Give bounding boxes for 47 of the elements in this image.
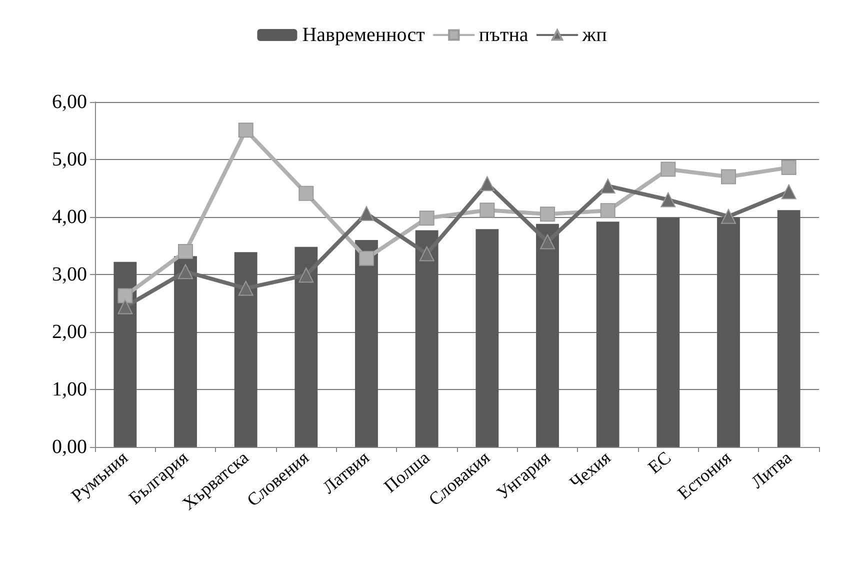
legend-label: жп bbox=[581, 24, 608, 46]
bar bbox=[114, 262, 137, 447]
y-tick-label: 0,00 bbox=[52, 436, 87, 458]
legend-label: пътна bbox=[478, 24, 528, 46]
point bbox=[540, 234, 555, 250]
y-tick-label: 3,00 bbox=[52, 264, 87, 286]
point bbox=[600, 178, 616, 194]
point bbox=[721, 208, 736, 224]
bar bbox=[596, 222, 620, 447]
point bbox=[600, 203, 616, 218]
bar bbox=[294, 246, 318, 447]
point bbox=[118, 288, 133, 304]
bar bbox=[234, 252, 258, 447]
bar bbox=[174, 256, 197, 447]
point bbox=[540, 206, 555, 222]
point bbox=[359, 206, 374, 222]
bar bbox=[476, 229, 499, 447]
point bbox=[238, 122, 254, 138]
point bbox=[480, 202, 495, 218]
bar bbox=[717, 217, 740, 447]
point bbox=[781, 160, 796, 176]
y-tick-label: 6,00 bbox=[52, 91, 87, 113]
point bbox=[178, 244, 193, 259]
y-tick-label: 2,00 bbox=[52, 321, 87, 343]
point bbox=[298, 186, 314, 201]
point bbox=[480, 176, 495, 192]
point bbox=[118, 299, 133, 314]
point bbox=[238, 280, 254, 296]
bar bbox=[415, 230, 438, 447]
bar bbox=[656, 218, 680, 447]
bar bbox=[355, 240, 378, 447]
point bbox=[721, 169, 736, 184]
point bbox=[359, 250, 374, 266]
y-tick-label: 5,00 bbox=[52, 148, 87, 170]
legend-label: Навременност bbox=[302, 24, 426, 46]
y-tick-label: 1,00 bbox=[52, 378, 87, 400]
point bbox=[298, 268, 314, 283]
x-tick-label: ЕС bbox=[644, 447, 675, 478]
point bbox=[178, 264, 193, 280]
point bbox=[419, 210, 434, 226]
point bbox=[781, 184, 796, 200]
point bbox=[419, 246, 434, 262]
bar bbox=[777, 210, 800, 447]
point bbox=[660, 192, 676, 208]
y-tick-label: 4,00 bbox=[52, 206, 87, 228]
bar bbox=[536, 224, 559, 447]
point bbox=[660, 162, 676, 177]
